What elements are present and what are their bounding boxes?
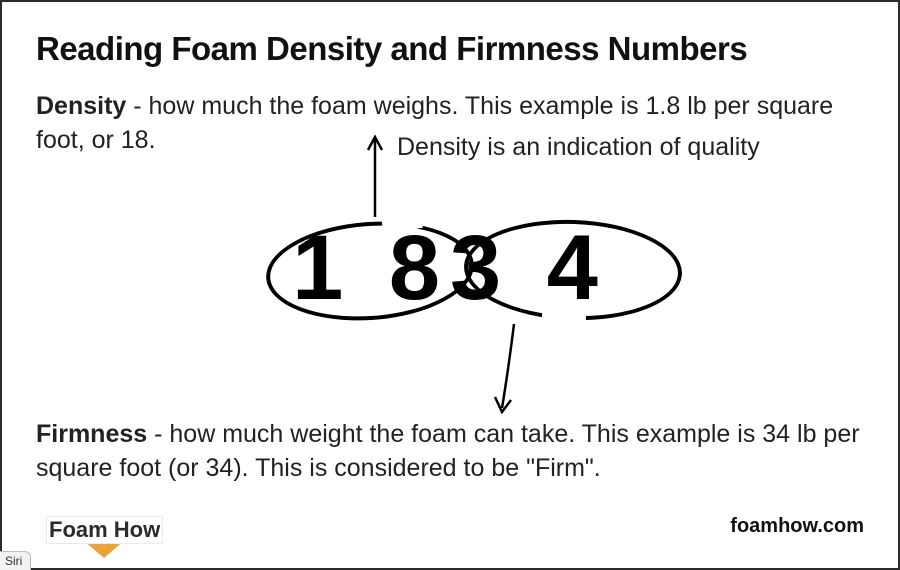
siri-tag: Siri	[0, 551, 31, 570]
density-digits: 1 8	[292, 217, 450, 319]
firmness-digits: 3 4	[450, 217, 608, 319]
arrow-down-icon	[496, 322, 526, 417]
density-note: Density is an indication of quality	[397, 133, 760, 162]
density-label: Density	[36, 92, 126, 120]
firmness-label: Firmness	[36, 420, 147, 448]
arrow-up-icon	[367, 132, 387, 222]
firmness-text: - how much weight the foam can take. Thi…	[36, 420, 860, 482]
infographic-frame: Reading Foam Density and Firmness Number…	[0, 0, 900, 570]
brand-logo: Foam How	[46, 516, 163, 544]
firmness-paragraph: Firmness - how much weight the foam can …	[36, 418, 864, 486]
foam-code-digits: 1 83 4	[292, 216, 608, 321]
logo-text: Foam How	[46, 516, 163, 544]
site-url: foamhow.com	[730, 515, 864, 538]
page-title: Reading Foam Density and Firmness Number…	[36, 30, 864, 68]
foam-code: 1 83 4	[2, 216, 898, 321]
